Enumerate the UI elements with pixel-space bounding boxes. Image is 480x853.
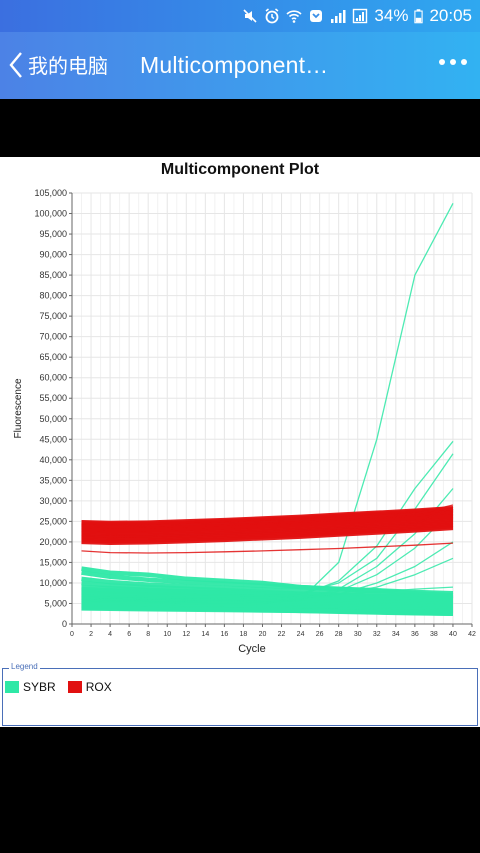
x-tick-label: 22 — [278, 631, 286, 638]
y-tick-label: 95,000 — [39, 229, 67, 239]
x-tick-label: 6 — [127, 631, 131, 638]
x-tick-label: 32 — [373, 631, 381, 638]
y-tick-label: 45,000 — [39, 434, 67, 444]
x-tick-label: 8 — [146, 631, 150, 638]
y-tick-label: 25,000 — [39, 516, 67, 526]
multicomponent-chart: 0 2 4 6 8 10 12 14 16 18 20 22 24 26 28 30 32 34 36 38 40 420… — [13, 188, 476, 655]
y-tick-label: 100,000 — [34, 209, 67, 219]
wifi-icon — [286, 10, 302, 23]
x-tick-label: 26 — [316, 631, 324, 638]
clock: 20:05 — [429, 6, 472, 25]
series-line-sybr — [81, 508, 454, 603]
sim-signal-icon — [353, 8, 368, 24]
legend-swatch-sybr — [5, 681, 19, 693]
y-tick-label: 60,000 — [39, 373, 67, 383]
y-tick-label: 30,000 — [39, 496, 67, 506]
status-bar: 34% 20:05 — [0, 0, 480, 32]
page-title: Multicomponent… — [140, 52, 329, 78]
x-tick-label: 38 — [430, 631, 438, 638]
y-tick-label: 50,000 — [39, 414, 67, 424]
legend-caption: Legend — [9, 662, 40, 671]
series-line-sybr — [81, 606, 454, 615]
y-axis-label: Fluorescence — [13, 378, 24, 438]
more-button[interactable] — [438, 54, 468, 72]
y-tick-label: 40,000 — [39, 455, 67, 465]
chart-panel: 0 2 4 6 8 10 12 14 16 18 20 22 24 26 28 30 32 34 36 38 40 42 0… — [0, 157, 480, 727]
y-tick-label: 80,000 — [39, 291, 67, 301]
mute-icon — [243, 9, 257, 23]
y-tick-label: 65,000 — [39, 352, 67, 362]
x-tick-label: 42 — [468, 631, 476, 638]
y-tick-label: 35,000 — [39, 475, 67, 485]
series-line-sybr — [81, 453, 454, 599]
back-button[interactable]: 我的电脑 — [8, 50, 108, 79]
series-line-rox — [81, 525, 454, 545]
chart-title: Multicomponent Plot — [160, 161, 320, 178]
legend-item-rox[interactable]: ROX — [67, 680, 112, 694]
notification-icon — [310, 10, 323, 22]
battery-icon — [414, 9, 424, 24]
y-tick-label: 90,000 — [39, 250, 67, 260]
x-tick-label: 30 — [354, 631, 362, 638]
legend: Legend SYBR ROX — [2, 662, 478, 726]
y-tick-label: 5,000 — [44, 598, 67, 608]
x-tick-label: 0 — [70, 631, 74, 638]
x-tick-label: 4 — [108, 631, 112, 638]
y-tick-label: 75,000 — [39, 311, 67, 321]
x-tick-label: 2 — [89, 631, 93, 638]
series-line-sybr — [81, 586, 454, 597]
series-line-rox — [81, 542, 454, 554]
x-tick-label: 28 — [335, 631, 343, 638]
chevron-left-icon — [9, 51, 22, 78]
more-dots-icon — [439, 59, 467, 65]
y-tick-label: 0 — [62, 619, 67, 629]
x-tick-label: 34 — [392, 631, 400, 638]
x-tick-label: 18 — [240, 631, 248, 638]
series-line-rox — [81, 504, 454, 527]
navigation-bar: 我的电脑 Multicomponent… — [0, 32, 480, 99]
x-tick-label: 12 — [182, 631, 190, 638]
y-tick-label: 85,000 — [39, 270, 67, 280]
x-tick-label: 36 — [411, 631, 419, 638]
legend-label-rox: ROX — [85, 680, 112, 694]
top-letterbox — [0, 99, 480, 157]
x-tick-label: 10 — [163, 631, 171, 638]
series-line-sybr — [81, 557, 454, 601]
series-line-sybr — [81, 488, 454, 605]
x-tick-label: 14 — [201, 631, 209, 638]
y-tick-label: 105,000 — [34, 188, 67, 198]
x-tick-label: 24 — [297, 631, 305, 638]
bottom-letterbox — [0, 727, 480, 853]
series-line-sybr — [81, 541, 454, 604]
back-label: 我的电脑 — [28, 56, 108, 78]
signal-icon — [331, 10, 346, 23]
legend-swatch-rox — [67, 681, 82, 693]
alarm-icon — [265, 8, 279, 24]
y-tick-label: 20,000 — [39, 537, 67, 547]
x-tick-label: 16 — [220, 631, 228, 638]
y-tick-label: 70,000 — [39, 332, 67, 342]
y-tick-label: 15,000 — [39, 557, 67, 567]
legend-label-sybr: SYBR — [23, 680, 56, 694]
y-tick-label: 10,000 — [39, 578, 67, 588]
legend-item-sybr[interactable]: SYBR — [5, 680, 56, 694]
battery-percent: 34% — [374, 6, 409, 25]
y-tick-label: 55,000 — [39, 393, 67, 403]
x-tick-label: 20 — [259, 631, 267, 638]
x-axis-label: Cycle — [238, 643, 266, 655]
x-tick-label: 40 — [449, 631, 457, 638]
series-line-rox — [81, 506, 454, 538]
